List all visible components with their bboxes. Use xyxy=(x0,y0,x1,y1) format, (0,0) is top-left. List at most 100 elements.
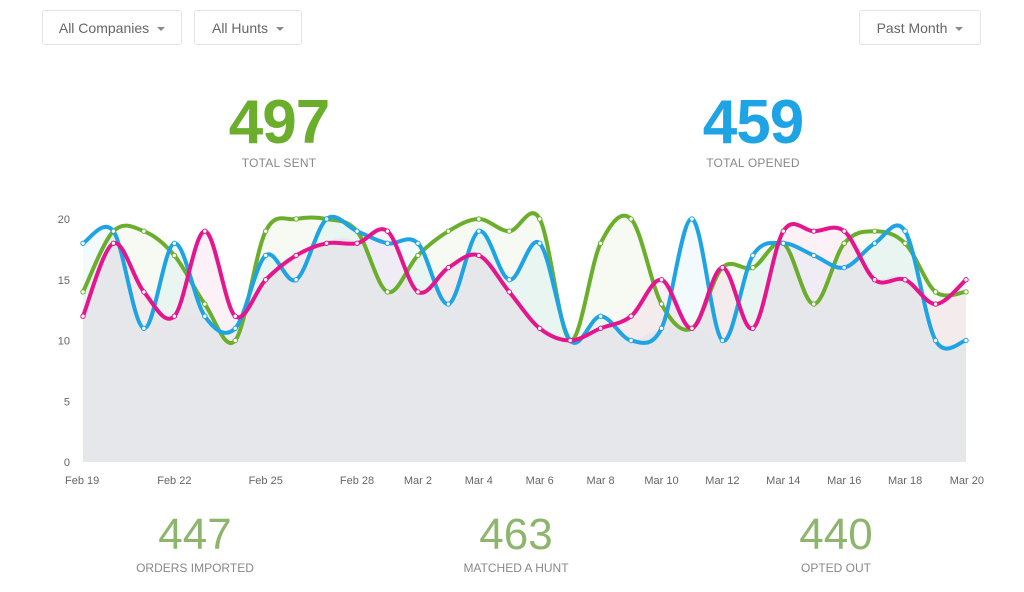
data-point-green xyxy=(841,240,847,246)
data-point-blue xyxy=(963,337,969,344)
data-point-blue xyxy=(932,337,939,344)
data-point-blue xyxy=(871,240,878,246)
data-point-magenta xyxy=(689,325,695,332)
data-point-green xyxy=(537,216,543,222)
data-point-magenta xyxy=(262,277,269,283)
data-point-magenta xyxy=(537,325,543,332)
matched-hunt-value: 463 xyxy=(479,510,553,559)
data-point-magenta xyxy=(110,240,117,246)
data-point-magenta xyxy=(841,228,847,234)
y-tick-label: 10 xyxy=(58,336,70,348)
data-point-magenta xyxy=(597,325,604,332)
x-tick-label: Mar 2 xyxy=(404,475,432,487)
data-point-green xyxy=(597,240,604,246)
hunts-filter-dropdown[interactable]: All Hunts xyxy=(194,10,302,45)
data-point-blue xyxy=(902,228,908,234)
data-point-blue xyxy=(841,264,847,271)
data-point-blue xyxy=(80,240,86,246)
data-point-blue xyxy=(658,325,665,332)
data-point-green xyxy=(80,289,86,295)
data-point-green xyxy=(750,264,756,271)
orders-imported-value: 447 xyxy=(158,510,232,559)
x-tick-label: Feb 25 xyxy=(249,475,283,487)
data-point-blue xyxy=(354,228,360,234)
data-point-blue xyxy=(537,240,543,246)
data-point-blue xyxy=(171,240,178,246)
matched-hunt-label: MATCHED A HUNT xyxy=(463,561,569,575)
email-activity-chart: 0 5 10 15 20 Feb 19 Feb 22 Feb 25 Feb 28 Mar 2 Mar… xyxy=(58,211,984,487)
data-point-magenta xyxy=(780,228,787,234)
data-point-magenta xyxy=(567,337,573,344)
data-point-blue xyxy=(780,240,787,246)
data-point-green xyxy=(811,301,817,307)
data-point-green xyxy=(202,301,208,307)
period-filter-dropdown[interactable]: Past Month xyxy=(859,10,981,45)
data-point-magenta xyxy=(293,252,299,259)
opted-out-label: OPTED OUT xyxy=(800,561,871,575)
total-sent-label: TOTAL SENT xyxy=(241,156,317,170)
data-point-magenta xyxy=(628,313,634,319)
data-point-blue xyxy=(719,337,726,344)
total-sent-value: 497 xyxy=(228,88,330,157)
data-point-green xyxy=(384,289,391,295)
data-point-green xyxy=(293,216,299,222)
data-point-blue xyxy=(384,240,391,246)
data-point-magenta xyxy=(871,277,878,283)
data-point-magenta xyxy=(719,264,726,271)
base-area xyxy=(83,237,966,462)
data-point-magenta xyxy=(80,313,86,319)
chevron-down-icon xyxy=(276,26,285,31)
data-point-green xyxy=(963,289,969,295)
data-point-green xyxy=(932,289,939,295)
x-tick-label: Mar 20 xyxy=(950,475,984,487)
data-point-blue xyxy=(689,216,695,222)
opted-out-value: 440 xyxy=(799,510,873,559)
orders-imported-label: ORDERS IMPORTED xyxy=(136,561,254,575)
data-point-blue xyxy=(811,252,817,259)
data-point-magenta xyxy=(415,289,421,295)
data-point-magenta xyxy=(476,252,482,259)
x-tick-label: Mar 16 xyxy=(827,475,861,487)
data-point-green xyxy=(171,252,178,259)
data-point-blue xyxy=(628,337,634,344)
data-point-blue xyxy=(506,277,512,283)
period-filter-label: Past Month xyxy=(876,19,948,36)
x-tick-label: Mar 14 xyxy=(766,475,800,487)
data-point-green xyxy=(262,228,269,234)
data-point-blue xyxy=(323,216,330,222)
data-point-green xyxy=(628,216,634,222)
y-tick-label: 20 xyxy=(58,214,70,226)
data-point-green xyxy=(506,228,512,234)
companies-filter-dropdown[interactable]: All Companies xyxy=(42,10,182,45)
data-point-green xyxy=(445,228,452,234)
x-tick-label: Feb 22 xyxy=(157,475,191,487)
x-tick-label: Mar 6 xyxy=(526,475,554,487)
hunts-filter-label: All Hunts xyxy=(211,19,269,36)
data-point-magenta xyxy=(445,264,452,271)
total-opened-stat: 459 TOTAL OPENED xyxy=(623,88,883,171)
data-point-blue xyxy=(232,325,238,332)
data-point-blue xyxy=(476,228,482,234)
chevron-down-icon xyxy=(157,26,166,31)
data-point-green xyxy=(232,337,238,344)
data-point-green xyxy=(415,252,421,259)
data-point-blue xyxy=(293,277,299,283)
data-point-magenta xyxy=(658,277,665,283)
data-point-green xyxy=(476,216,482,222)
x-tick-label: Feb 28 xyxy=(340,475,374,487)
data-point-magenta xyxy=(323,240,330,246)
x-tick-label: Mar 12 xyxy=(705,475,739,487)
data-point-magenta xyxy=(141,289,147,295)
x-tick-label: Mar 10 xyxy=(644,475,678,487)
x-tick-label: Feb 19 xyxy=(65,475,99,487)
data-point-magenta xyxy=(750,325,756,332)
y-tick-label: 0 xyxy=(64,457,70,469)
opted-out-stat: 440 OPTED OUT xyxy=(716,510,956,576)
total-opened-value: 459 xyxy=(702,88,804,157)
data-point-blue xyxy=(415,240,421,246)
data-point-blue xyxy=(262,252,269,259)
data-point-magenta xyxy=(811,228,817,234)
y-tick-label: 5 xyxy=(64,396,70,408)
data-point-magenta xyxy=(902,277,908,283)
data-point-green xyxy=(658,301,665,307)
